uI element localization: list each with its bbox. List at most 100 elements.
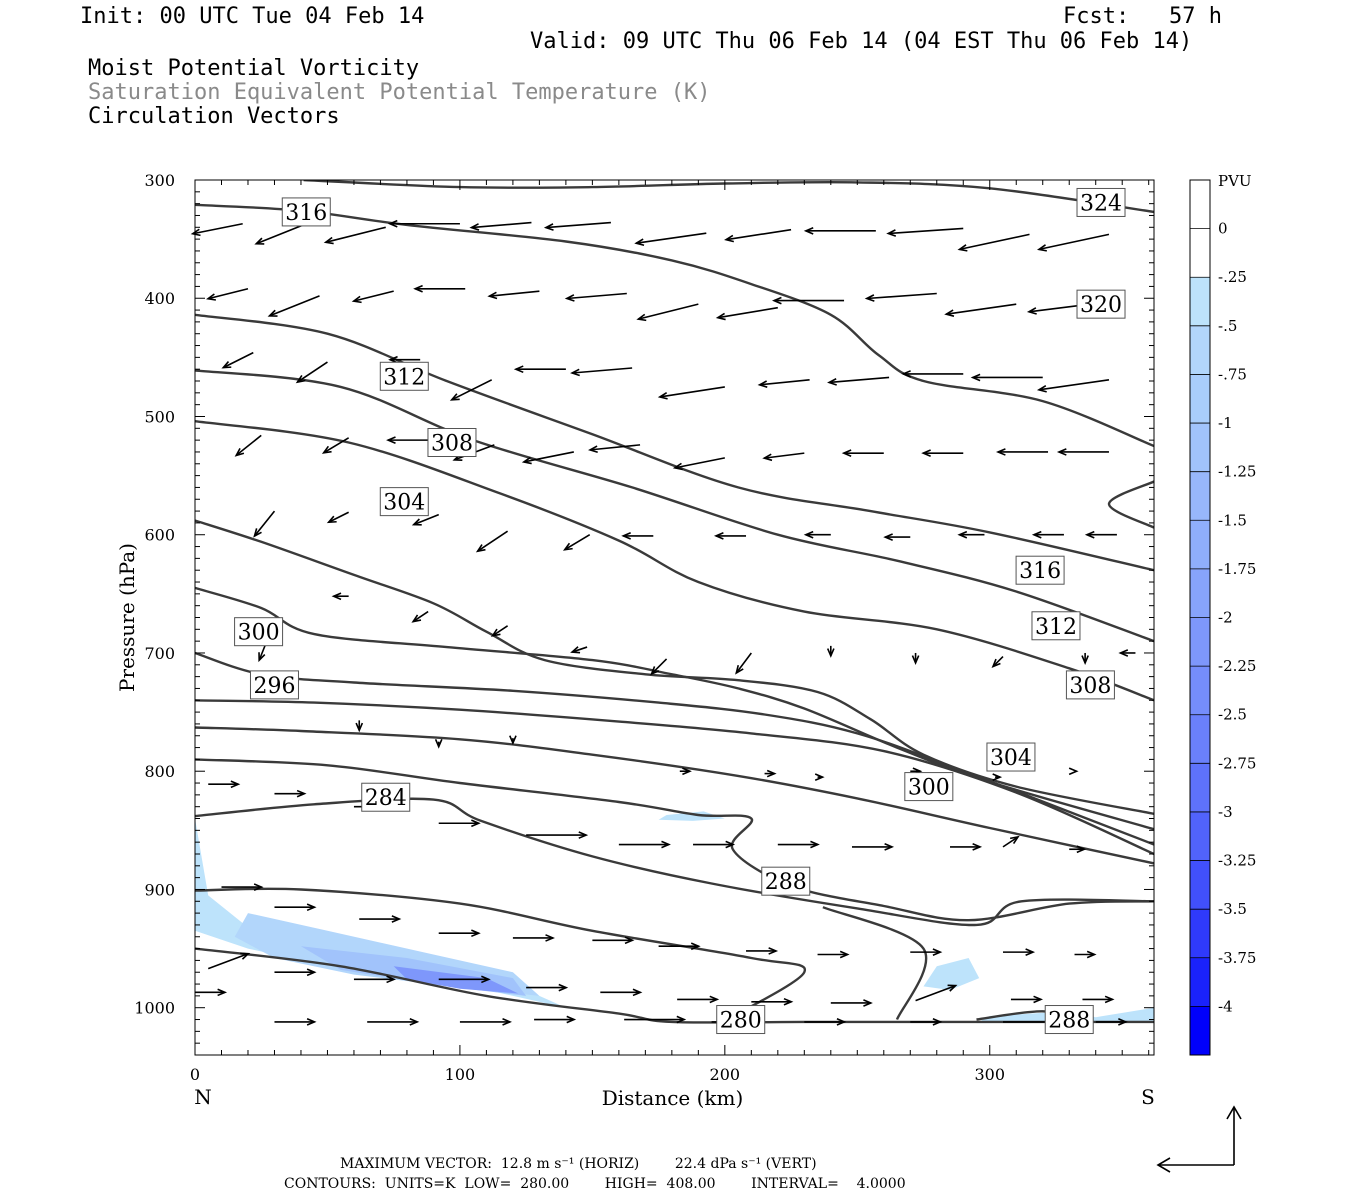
circulation-vector — [234, 434, 262, 457]
colorbar-segment — [1190, 714, 1210, 764]
contour-label: 304 — [986, 742, 1036, 772]
vector-head — [391, 915, 402, 923]
vector-head — [1036, 385, 1047, 393]
circulation-vector — [274, 903, 317, 912]
circulation-vector — [624, 1015, 687, 1024]
colorbar-label: -3.75 — [1218, 949, 1256, 967]
contour-label: 320 — [1076, 289, 1126, 319]
colorbar-label: -3 — [1218, 803, 1233, 821]
vector-shaft — [1038, 233, 1110, 251]
vector-head — [972, 843, 983, 851]
contour-label-text: 300 — [908, 776, 950, 801]
circulation-vector — [901, 370, 964, 378]
colorbar-segment — [1190, 277, 1210, 326]
vector-shaft — [725, 228, 792, 241]
colorbar-label: -2.5 — [1218, 706, 1247, 724]
vector-head — [803, 530, 814, 539]
contour-label: 288 — [761, 866, 811, 896]
vector-head — [766, 769, 777, 778]
vector-head — [814, 773, 825, 781]
circulation-vector — [995, 448, 1049, 456]
pv-shading-region — [658, 811, 725, 821]
circulation-vector — [331, 592, 349, 601]
contour-group — [195, 180, 1154, 1024]
contour-label-text: 280 — [720, 1009, 762, 1034]
circulation-vector — [672, 457, 725, 471]
vector-head — [306, 903, 317, 912]
circulation-vector — [449, 379, 493, 401]
vector-shaft — [566, 292, 627, 300]
valid-time: Valid: 09 UTC Thu 06 Feb 14 (04 EST Thu … — [530, 29, 1193, 54]
vector-head — [836, 1018, 847, 1026]
contour-label-text: 312 — [383, 365, 425, 390]
colorbar-segment — [1190, 811, 1210, 861]
circulation-vector — [434, 738, 443, 749]
circulation-vector — [911, 652, 920, 666]
vector-head — [709, 995, 720, 1004]
circulation-vector — [253, 510, 276, 538]
vector-head — [957, 530, 968, 539]
vector-head — [1118, 1018, 1128, 1026]
contour-label-box — [234, 617, 284, 647]
circulation-vector — [254, 223, 307, 245]
circulation-vector — [1036, 379, 1110, 393]
vector-head — [1086, 950, 1097, 959]
circulation-vector — [564, 292, 627, 302]
vector-head — [682, 767, 692, 776]
circulation-vector — [459, 1018, 512, 1026]
vector-head — [944, 309, 955, 317]
thetae-contour — [195, 420, 1154, 702]
vector-head — [267, 309, 278, 317]
contour-label-box — [249, 670, 299, 700]
y-tick-label: 1000 — [134, 999, 175, 1018]
colorbar-unit: PVU — [1218, 172, 1252, 190]
vector-head — [1036, 244, 1047, 252]
vector-head — [230, 780, 241, 789]
circulation-vector — [1002, 835, 1020, 848]
circulation-vector — [509, 735, 517, 746]
vector-head — [588, 445, 598, 453]
vector-head — [434, 738, 443, 749]
contour-label-text: 304 — [383, 491, 425, 516]
vector-shaft — [959, 233, 1030, 251]
contour-label: 316 — [1015, 555, 1065, 585]
vector-head — [632, 988, 643, 997]
x-end-label-south: S — [1141, 1085, 1155, 1109]
vector-head — [449, 393, 460, 401]
colorbar-label: 0 — [1218, 220, 1228, 238]
circulation-vector — [526, 983, 569, 992]
vector-shaft — [717, 306, 778, 319]
contour-label-box — [986, 742, 1036, 772]
y-tick-label: 700 — [144, 644, 175, 663]
vector-head — [624, 936, 635, 945]
circulation-vector — [657, 386, 725, 400]
vector-head — [661, 840, 671, 849]
circulation-vector — [746, 947, 779, 955]
thetae-contour — [195, 699, 1154, 856]
circulation-vector — [830, 999, 873, 1007]
vector-head — [411, 518, 422, 526]
colorbar-segment — [1190, 666, 1210, 715]
vector-head — [995, 448, 1006, 456]
circulation-vector — [387, 219, 460, 228]
x-tick-label: 200 — [710, 1065, 741, 1084]
vector-head — [253, 883, 264, 891]
colorbar-segment — [1190, 374, 1210, 424]
vector-head — [863, 999, 873, 1007]
circulation-vector — [724, 228, 792, 243]
circulation-vector — [570, 367, 633, 377]
circulation-vector — [386, 436, 429, 444]
colorbar-segment — [1190, 763, 1210, 812]
circulation-vector — [804, 1018, 847, 1026]
vector-head — [564, 294, 575, 302]
vector-head — [1081, 655, 1089, 666]
circulation-vector — [521, 451, 574, 465]
vector-head — [1033, 995, 1043, 1004]
vector-head — [827, 378, 837, 386]
contour-label-text: 296 — [253, 674, 295, 699]
vector-head — [326, 515, 337, 524]
thetae-contour — [195, 651, 1154, 846]
vector-shaft — [674, 457, 725, 469]
vector-shaft — [471, 221, 532, 229]
colorbar-label: -1.25 — [1218, 463, 1256, 481]
